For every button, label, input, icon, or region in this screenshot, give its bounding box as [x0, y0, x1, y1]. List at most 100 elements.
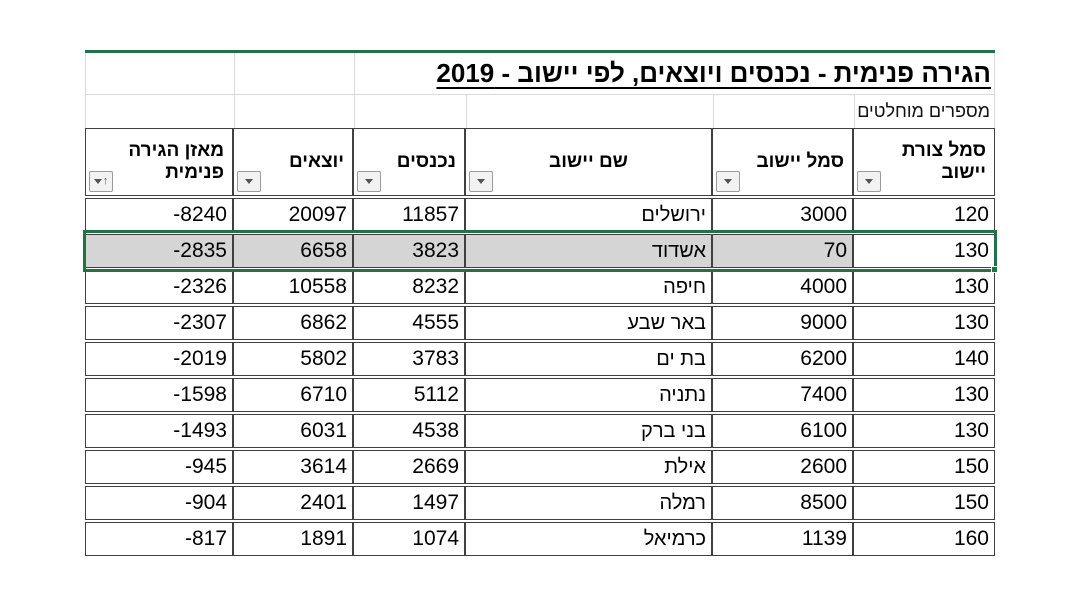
cell-shape_code[interactable]: 160 — [853, 522, 995, 556]
column-header-label: נכנסים — [396, 151, 456, 172]
cell-shape_code[interactable]: 130 — [853, 378, 995, 412]
dropdown-arrow-icon — [865, 179, 873, 184]
cell-name[interactable]: אשדוד — [465, 234, 712, 268]
cell-shape_code[interactable]: 150 — [853, 486, 995, 520]
cell-name[interactable]: נתניה — [465, 378, 712, 412]
cell-balance[interactable]: -2326 — [85, 270, 233, 304]
dropdown-arrow-icon — [245, 179, 253, 184]
column-header-incoming[interactable]: נכנסים — [353, 128, 465, 196]
column-header-shape_code[interactable]: סמל צורת יישוב — [853, 128, 995, 196]
table-subtitle[interactable]: מספרים מוחלטים — [857, 101, 990, 121]
table-row: 130 9000 באר שבע 4555 6862 -2307 — [85, 306, 995, 340]
cell-name[interactable]: בני ברק — [465, 414, 712, 448]
table-title[interactable]: הגירה פנימית - נכנסים ויוצאים, לפי יישוב… — [436, 58, 991, 88]
cell-outgoing[interactable]: 6031 — [233, 414, 353, 448]
cell-outgoing[interactable]: 5802 — [233, 342, 353, 376]
column-header-label: סמל יישוב — [756, 151, 845, 172]
cell-code[interactable]: 4000 — [712, 270, 853, 304]
cell-shape_code[interactable]: 130 — [853, 414, 995, 448]
cell-name[interactable]: ירושלים — [465, 198, 712, 232]
cell-outgoing[interactable]: 1891 — [233, 522, 353, 556]
cell-balance[interactable]: -1493 — [85, 414, 233, 448]
cell-shape_code[interactable]: 130 — [853, 270, 995, 304]
cell-name[interactable]: חיפה — [465, 270, 712, 304]
cell-shape_code[interactable]: 120 — [853, 198, 995, 232]
cell-code[interactable]: 7400 — [712, 378, 853, 412]
gridline — [713, 95, 714, 128]
cell-code[interactable]: 8500 — [712, 486, 853, 520]
cell-incoming[interactable]: 8232 — [353, 270, 465, 304]
cell-shape_code[interactable]: 140 — [853, 342, 995, 376]
cell-balance[interactable]: -2019 — [85, 342, 233, 376]
table-row: 130 6100 בני ברק 4538 6031 -1493 — [85, 414, 995, 448]
table-top-accent-line — [85, 50, 995, 53]
sort-ascending-icon: ↑ — [102, 175, 109, 187]
cell-balance[interactable]: -8240 — [85, 198, 233, 232]
column-header-label: מאזן הגירה — [128, 140, 224, 161]
subtitle-row: מספרים מוחלטים — [85, 95, 995, 128]
cell-outgoing[interactable]: 6710 — [233, 378, 353, 412]
cell-incoming[interactable]: 4555 — [353, 306, 465, 340]
filter-dropdown-button[interactable] — [357, 171, 381, 192]
filter-dropdown-button[interactable] — [237, 171, 261, 192]
table-row: 160 1139 כרמיאל 1074 1891 -817 — [85, 522, 995, 556]
cell-outgoing[interactable]: 20097 — [233, 198, 353, 232]
cell-name[interactable]: כרמיאל — [465, 522, 712, 556]
cell-incoming[interactable]: 4538 — [353, 414, 465, 448]
cell-balance[interactable]: -945 — [85, 450, 233, 484]
cell-incoming[interactable]: 11857 — [353, 198, 465, 232]
dropdown-arrow-icon — [93, 179, 102, 184]
cell-incoming[interactable]: 1497 — [353, 486, 465, 520]
cell-name[interactable]: באר שבע — [465, 306, 712, 340]
column-header-label: שם יישוב — [549, 151, 628, 172]
cell-outgoing[interactable]: 2401 — [233, 486, 353, 520]
column-header-label: פנימית — [165, 162, 224, 183]
column-header-name[interactable]: שם יישוב — [465, 128, 712, 196]
cell-shape_code[interactable]: 150 — [853, 450, 995, 484]
gridline — [354, 95, 355, 128]
table-row: 150 2600 אילת 2669 3614 -945 — [85, 450, 995, 484]
filter-dropdown-button[interactable] — [716, 171, 740, 192]
cell-code[interactable]: 3000 — [712, 198, 853, 232]
cell-outgoing[interactable]: 3614 — [233, 450, 353, 484]
column-header-balance[interactable]: מאזן הגירה פנימית ↑ — [85, 128, 233, 196]
dropdown-arrow-icon — [365, 179, 373, 184]
cell-outgoing[interactable]: 10558 — [233, 270, 353, 304]
table-row: 150 8500 רמלה 1497 2401 -904 — [85, 486, 995, 520]
cell-incoming[interactable]: 3783 — [353, 342, 465, 376]
column-header-outgoing[interactable]: יוצאים — [233, 128, 353, 196]
cell-incoming[interactable]: 1074 — [353, 522, 465, 556]
cell-name[interactable]: רמלה — [465, 486, 712, 520]
cell-incoming[interactable]: 2669 — [353, 450, 465, 484]
cell-code[interactable]: 9000 — [712, 306, 853, 340]
cell-code[interactable]: 1139 — [712, 522, 853, 556]
gridline — [234, 53, 235, 94]
cell-balance[interactable]: -2307 — [85, 306, 233, 340]
gridline — [354, 53, 355, 94]
cell-shape_code[interactable]: 130 — [853, 306, 995, 340]
cell-code[interactable]: 6200 — [712, 342, 853, 376]
dropdown-arrow-icon — [724, 179, 732, 184]
filter-dropdown-button[interactable] — [469, 171, 493, 192]
cell-code[interactable]: 70 — [712, 234, 853, 268]
cell-outgoing[interactable]: 6658 — [233, 234, 353, 268]
cell-balance[interactable]: -1598 — [85, 378, 233, 412]
cell-balance[interactable]: -904 — [85, 486, 233, 520]
cell-name[interactable]: בת ים — [465, 342, 712, 376]
column-header-label: יישוב — [941, 162, 986, 183]
cell-name[interactable]: אילת — [465, 450, 712, 484]
cell-incoming[interactable]: 3823 — [353, 234, 465, 268]
gridline — [854, 95, 855, 128]
column-header-code[interactable]: סמל יישוב — [712, 128, 853, 196]
table-header-row: סמל צורת יישוב סמל יישוב שם יישוב נכנסים יוצא… — [85, 128, 995, 196]
filter-dropdown-button[interactable] — [857, 171, 881, 192]
cell-shape_code[interactable]: 130 — [853, 234, 995, 268]
filter-dropdown-button[interactable]: ↑ — [89, 171, 113, 192]
cell-code[interactable]: 2600 — [712, 450, 853, 484]
fill-handle[interactable] — [991, 266, 998, 273]
cell-outgoing[interactable]: 6862 — [233, 306, 353, 340]
cell-balance[interactable]: -817 — [85, 522, 233, 556]
cell-balance[interactable]: -2835 — [85, 234, 233, 268]
cell-code[interactable]: 6100 — [712, 414, 853, 448]
cell-incoming[interactable]: 5112 — [353, 378, 465, 412]
